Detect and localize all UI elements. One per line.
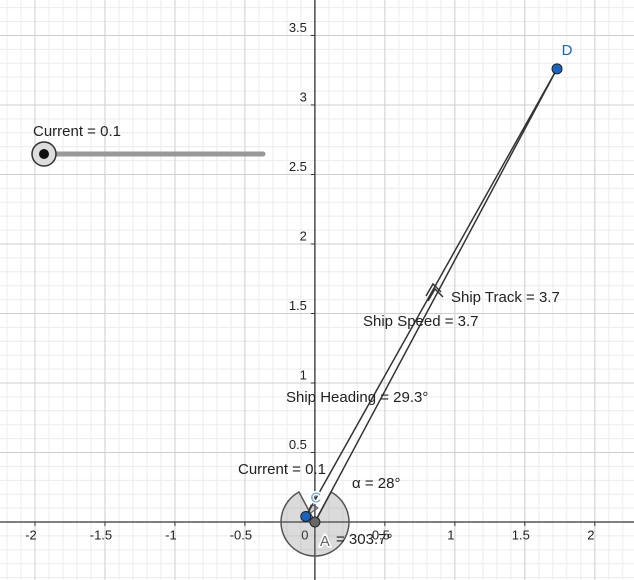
caption: Ship Track = 3.7	[451, 289, 560, 306]
ship-speed	[305, 68, 558, 517]
caption: α = 28°	[352, 475, 400, 492]
x-tick-label: -1.5	[90, 527, 112, 542]
point-label: D	[562, 42, 573, 59]
caption: Ship Speed = 3.7	[363, 313, 479, 330]
y-tick-label: 1	[300, 367, 307, 382]
caption: Current = 0.1	[238, 461, 326, 478]
caption: Ship Heading = 29.3°	[286, 389, 428, 406]
y-tick-label: 2.5	[289, 159, 307, 174]
vector-arrow	[427, 287, 444, 302]
y-tick-label: 3.5	[289, 20, 307, 35]
point	[551, 63, 563, 75]
x-tick-label: 1.5	[512, 527, 530, 542]
x-tick-label: -0.5	[230, 527, 252, 542]
ship-track	[314, 68, 558, 523]
y-tick-label: 0.5	[289, 437, 307, 452]
x-tick-label: 1	[447, 527, 454, 542]
y-tick-label: 3	[300, 89, 307, 104]
y-tick-label: 1.5	[289, 298, 307, 313]
construction: Current = 0.1 D C A Ship Track = 3.7 Ship Sp…	[31, 40, 574, 557]
point	[309, 516, 321, 528]
y-tick-label: 2	[300, 228, 307, 243]
point-label: A	[320, 533, 330, 550]
x-tick-label: 2	[587, 527, 594, 542]
caption: = 303.7°	[336, 531, 392, 548]
x-tick-label: 0	[301, 527, 308, 542]
slider-label: Current = 0.1	[33, 123, 121, 140]
point	[300, 510, 312, 522]
x-tick-label: 0.5	[372, 527, 390, 542]
slider-knob-center	[39, 149, 49, 159]
vector-arrow	[425, 282, 442, 297]
x-tick-label: -2	[25, 527, 37, 542]
point-label: C	[310, 489, 321, 506]
x-tick-label: -1	[165, 527, 177, 542]
